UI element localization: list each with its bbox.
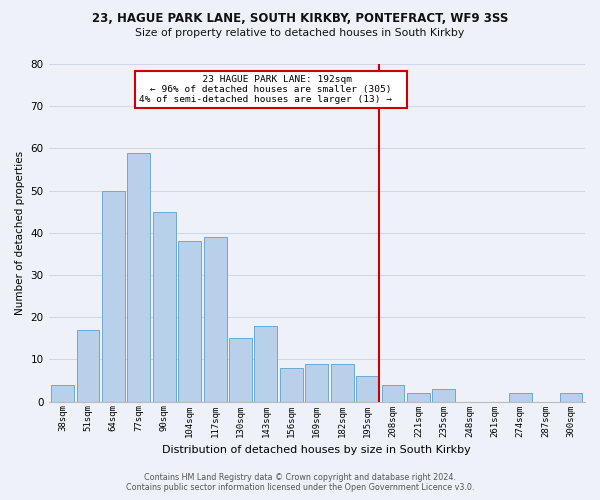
Text: Contains HM Land Registry data © Crown copyright and database right 2024.
Contai: Contains HM Land Registry data © Crown c…: [126, 473, 474, 492]
Bar: [433, 389, 455, 402]
Text: Size of property relative to detached houses in South Kirkby: Size of property relative to detached ho…: [136, 28, 464, 38]
Bar: [178, 242, 201, 402]
Bar: [77, 330, 100, 402]
X-axis label: Distribution of detached houses by size in South Kirkby: Distribution of detached houses by size …: [163, 445, 471, 455]
Bar: [127, 152, 150, 402]
Bar: [331, 364, 353, 402]
Bar: [153, 212, 176, 402]
Bar: [102, 190, 125, 402]
Bar: [280, 368, 303, 402]
Bar: [407, 393, 430, 402]
Y-axis label: Number of detached properties: Number of detached properties: [15, 151, 25, 315]
Bar: [560, 393, 583, 402]
Bar: [254, 326, 277, 402]
Bar: [509, 393, 532, 402]
Text: 23 HAGUE PARK LANE: 192sqm
← 96% of detached houses are smaller (305)
4% of semi: 23 HAGUE PARK LANE: 192sqm ← 96% of deta…: [139, 74, 403, 104]
Text: 23, HAGUE PARK LANE, SOUTH KIRKBY, PONTEFRACT, WF9 3SS: 23, HAGUE PARK LANE, SOUTH KIRKBY, PONTE…: [92, 12, 508, 26]
Bar: [203, 237, 227, 402]
Bar: [382, 385, 404, 402]
Bar: [356, 376, 379, 402]
Bar: [51, 385, 74, 402]
Bar: [229, 338, 252, 402]
Bar: [305, 364, 328, 402]
